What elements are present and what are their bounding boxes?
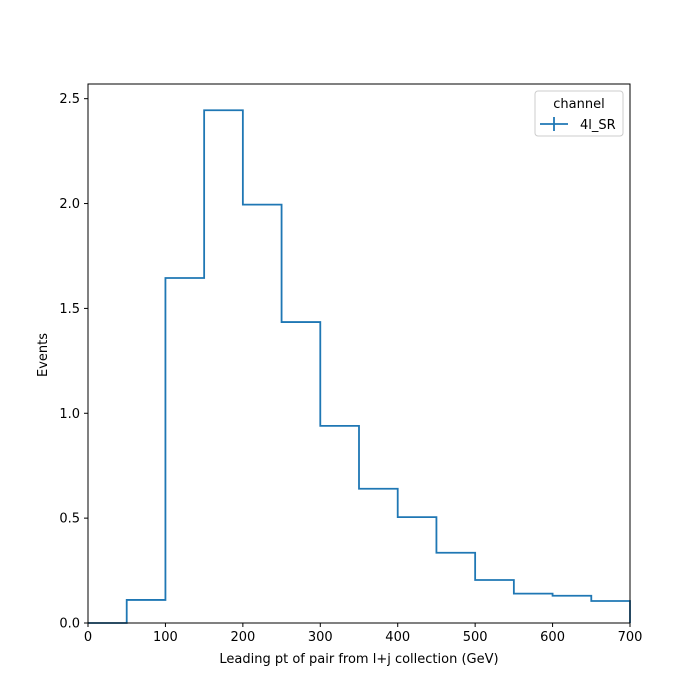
x-tick-label: 100 [153, 630, 178, 645]
x-tick-label: 200 [230, 630, 255, 645]
legend-title: channel [553, 97, 604, 112]
plot-frame [87, 83, 631, 624]
legend-entry-label: 4l_SR [580, 118, 616, 133]
y-tick-label: 2.5 [59, 92, 80, 107]
x-tick-label: 400 [385, 630, 410, 645]
x-axis: 0 100 200 300 400 500 600 700 [84, 623, 643, 645]
x-tick-label: 500 [463, 630, 488, 645]
histogram-step-line [88, 109, 631, 624]
y-tick-label: 2.0 [59, 197, 80, 212]
plot-area [88, 109, 631, 624]
y-tick-label: 1.5 [59, 302, 80, 317]
y-tick-label: 0.5 [59, 512, 80, 527]
x-tick-label: 300 [308, 630, 333, 645]
x-tick-label: 0 [84, 630, 92, 645]
x-axis-label: Leading pt of pair from l+j collection (… [219, 652, 498, 667]
y-axis-label: Events [36, 333, 51, 377]
y-axis: 0.0 0.5 1.0 1.5 2.0 2.5 [59, 92, 88, 632]
legend: channel 4l_SR [534, 90, 624, 137]
x-tick-label: 600 [540, 630, 565, 645]
y-tick-label: 1.0 [59, 407, 80, 422]
y-tick-label: 0.0 [59, 617, 80, 632]
x-tick-label: 700 [618, 630, 643, 645]
